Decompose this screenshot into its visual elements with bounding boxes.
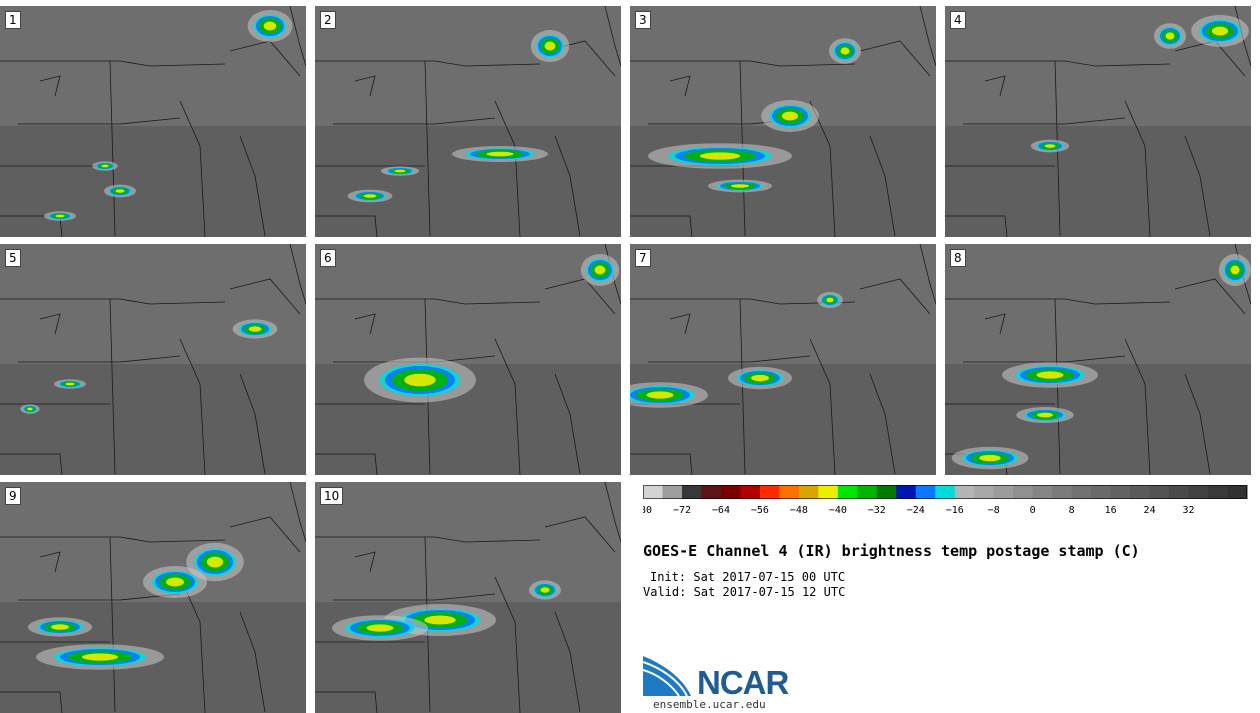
colorbar-swatch — [681, 485, 702, 499]
panel-number: 5 — [5, 249, 21, 267]
colorbar-swatch — [1013, 485, 1034, 499]
colorbar-swatch — [1208, 485, 1229, 499]
ncar-logo-icon — [643, 656, 691, 696]
init-time: Init: Sat 2017-07-15 00 UTC — [650, 570, 846, 584]
satellite-map — [945, 6, 1251, 237]
panel-number: 8 — [950, 249, 966, 267]
map-panel: 1 — [0, 6, 306, 237]
colorbar-swatch — [974, 485, 995, 499]
ncar-logo-text: NCAR — [697, 664, 789, 701]
colorbar-swatch — [896, 485, 917, 499]
colorbar-tick-label: 32 — [1183, 505, 1195, 516]
colorbar-swatch — [915, 485, 936, 499]
colorbar-tick-label: −32 — [868, 505, 886, 516]
colorbar-tick-label: 0 — [1030, 505, 1036, 516]
colorbar-tick-label: 24 — [1144, 505, 1156, 516]
map-panel: 10 — [315, 482, 621, 713]
colorbar-tick-label: −72 — [673, 505, 691, 516]
colorbar-swatch — [1149, 485, 1170, 499]
colorbar-tick-label: −8 — [988, 505, 1000, 516]
map-panel: 9 — [0, 482, 306, 713]
satellite-map — [630, 244, 936, 475]
panel-number: 9 — [5, 487, 21, 505]
panel-number: 2 — [320, 11, 336, 29]
satellite-map — [315, 6, 621, 237]
map-panel: 8 — [945, 244, 1251, 475]
map-panel: 6 — [315, 244, 621, 475]
colorbar-frame — [643, 485, 1247, 499]
satellite-map — [0, 244, 306, 475]
panel-number: 1 — [5, 11, 21, 29]
colorbar-swatch — [993, 485, 1014, 499]
map-panel: 7 — [630, 244, 936, 475]
panel-number: 3 — [635, 11, 651, 29]
satellite-map — [315, 482, 621, 713]
colorbar-swatch — [759, 485, 780, 499]
colorbar-swatch — [1071, 485, 1092, 499]
colorbar-swatch — [1169, 485, 1190, 499]
map-panel: 3 — [630, 6, 936, 237]
valid-time: Valid: Sat 2017-07-15 12 UTC — [643, 585, 846, 599]
colorbar-tick-label: −48 — [790, 505, 808, 516]
colorbar-tick-label: −80 — [643, 505, 652, 516]
colorbar-swatch — [818, 485, 839, 499]
panel-number: 6 — [320, 249, 336, 267]
colorbar-swatch — [1188, 485, 1209, 499]
colorbar-tick-label: 8 — [1069, 505, 1075, 516]
colorbar-tick-label: −56 — [751, 505, 769, 516]
colorbar-swatch — [720, 485, 741, 499]
chart-title: GOES-E Channel 4 (IR) brightness temp po… — [643, 542, 1140, 560]
colorbar-swatch — [1052, 485, 1073, 499]
satellite-map — [315, 244, 621, 475]
colorbar-swatch — [1130, 485, 1151, 499]
colorbar-swatch — [643, 485, 663, 499]
colorbar-swatch — [1032, 485, 1053, 499]
colorbar-swatch — [837, 485, 858, 499]
colorbar-swatch — [798, 485, 819, 499]
panel-number: 10 — [320, 487, 344, 505]
colorbar-swatch — [935, 485, 956, 499]
colorbar-tick-label: −24 — [907, 505, 925, 516]
map-panel: 4 — [945, 6, 1251, 237]
site-url: ensemble.ucar.edu — [653, 698, 766, 711]
colorbar-swatch — [662, 485, 683, 499]
colorbar-tick-label: 16 — [1105, 505, 1117, 516]
colorbar-swatch — [701, 485, 722, 499]
satellite-map — [0, 6, 306, 237]
colorbar-swatch — [779, 485, 800, 499]
colorbar-swatch — [740, 485, 761, 499]
colorbar-tick-label: −40 — [829, 505, 847, 516]
colorbar-swatch — [954, 485, 975, 499]
colorbar-swatch — [1227, 485, 1248, 499]
colorbar-swatch — [1110, 485, 1131, 499]
colorbar-tick-label: −64 — [712, 505, 730, 516]
colorbar-swatch — [857, 485, 878, 499]
satellite-map — [0, 482, 306, 713]
panel-number: 7 — [635, 249, 651, 267]
satellite-map — [630, 6, 936, 237]
satellite-map — [945, 244, 1251, 475]
map-panel: 5 — [0, 244, 306, 475]
colorbar-tick-label: −16 — [946, 505, 964, 516]
map-panel: 2 — [315, 6, 621, 237]
colorbar-swatch — [876, 485, 897, 499]
colorbar-swatch — [1091, 485, 1112, 499]
panel-number: 4 — [950, 11, 966, 29]
